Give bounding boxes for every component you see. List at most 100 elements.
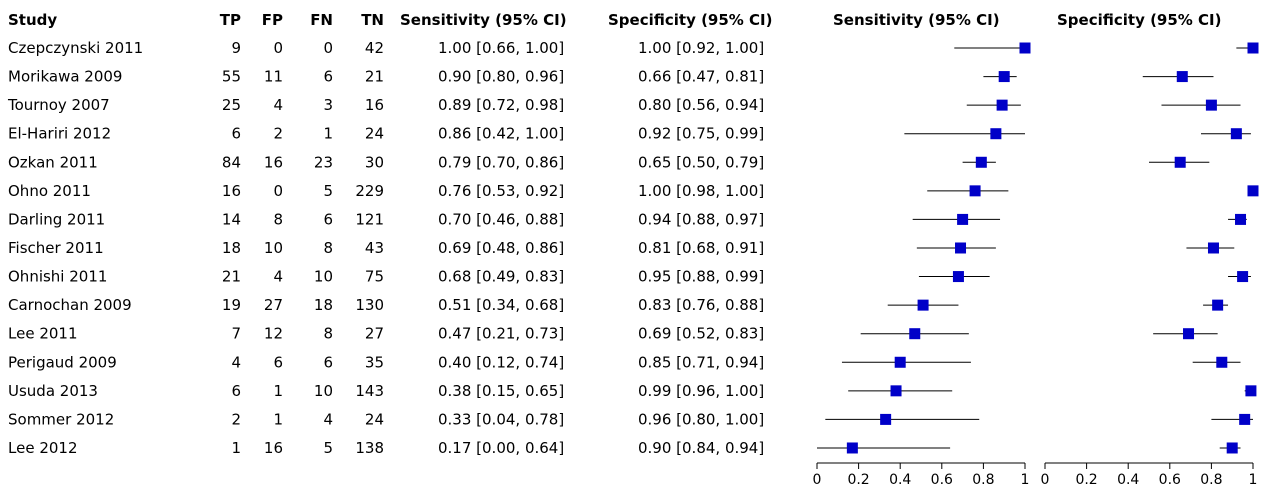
- specificity-ci: 0.96 [0.80, 1.00]: [638, 410, 764, 428]
- fp-value: 10: [264, 239, 283, 257]
- table-row: Fischer 2011 18 10 8 43 0.69 [0.48, 0.86] 0.81…: [8, 239, 764, 257]
- sensitivity-tick-label: 1: [1021, 472, 1030, 487]
- study-name: Fischer 2011: [8, 239, 104, 257]
- fn-value: 0: [323, 39, 333, 57]
- specificity-point-marker: [1183, 328, 1195, 340]
- specificity-ci: 0.99 [0.96, 1.00]: [638, 382, 764, 400]
- sensitivity-ci: 0.89 [0.72, 0.98]: [438, 96, 564, 114]
- tn-value: 27: [365, 325, 384, 343]
- header-tp: TP: [220, 11, 241, 29]
- study-name: Tournoy 2007: [7, 96, 110, 114]
- tn-value: 130: [355, 296, 384, 314]
- table-row: El-Hariri 2012 6 2 1 24 0.86 [0.42, 1.00] 0.92…: [8, 125, 764, 143]
- specificity-ci: 0.92 [0.75, 0.99]: [638, 125, 764, 143]
- tp-value: 1: [231, 439, 241, 457]
- fp-value: 1: [273, 410, 283, 428]
- specificity-tick-label: 1: [1249, 472, 1258, 487]
- tp-value: 14: [222, 210, 241, 228]
- specificity-ci: 0.90 [0.84, 0.94]: [638, 439, 764, 457]
- header-fp: FP: [262, 11, 283, 29]
- sensitivity-point-marker: [952, 271, 964, 283]
- specificity-ci: 0.66 [0.47, 0.81]: [638, 68, 764, 86]
- sensitivity-point-marker: [957, 213, 969, 225]
- table-row: Ohno 2011 16 0 5 229 0.76 [0.53, 0.92] 1.00 [0…: [8, 182, 764, 200]
- fn-value: 23: [314, 153, 333, 171]
- sensitivity-point-marker: [955, 242, 967, 254]
- table-body: Czepczynski 2011 9 0 0 42 1.00 [0.66, 1.00] 1.…: [7, 39, 764, 457]
- fp-value: 8: [273, 210, 283, 228]
- fp-value: 16: [264, 439, 283, 457]
- tn-value: 21: [365, 68, 384, 86]
- specificity-tick-label: 0: [1041, 472, 1050, 487]
- specificity-point-marker: [1205, 99, 1217, 111]
- specificity-tick-label: 0.8: [1200, 472, 1222, 487]
- specificity-ci: 0.81 [0.68, 0.91]: [638, 239, 764, 257]
- study-name: Carnochan 2009: [8, 296, 132, 314]
- table-row: Tournoy 2007 25 4 3 16 0.89 [0.72, 0.98] 0.80 …: [7, 96, 764, 114]
- table-row: Ozkan 2011 84 16 23 30 0.79 [0.70, 0.86] 0.65 …: [8, 153, 764, 171]
- tp-value: 9: [231, 39, 241, 57]
- tp-value: 2: [231, 410, 241, 428]
- fp-value: 4: [273, 96, 283, 114]
- fp-value: 12: [264, 325, 283, 343]
- study-name: Czepczynski 2011: [8, 39, 143, 57]
- tp-value: 6: [231, 125, 241, 143]
- table-row: Carnochan 2009 19 27 18 130 0.51 [0.34, 0.68]…: [8, 296, 764, 314]
- tn-value: 43: [365, 239, 384, 257]
- specificity-ci: 0.83 [0.76, 0.88]: [638, 296, 764, 314]
- specificity-point-marker: [1174, 156, 1186, 168]
- specificity-ci: 0.85 [0.71, 0.94]: [638, 353, 764, 371]
- tn-value: 75: [365, 268, 384, 286]
- sensitivity-point-marker: [894, 356, 906, 368]
- specificity-ci: 0.80 [0.56, 0.94]: [638, 96, 764, 114]
- table-row: Sommer 2012 2 1 4 24 0.33 [0.04, 0.78] 0.96 [0…: [8, 410, 764, 428]
- specificity-ci: 0.94 [0.88, 0.97]: [638, 210, 764, 228]
- sensitivity-ci: 1.00 [0.66, 1.00]: [438, 39, 564, 57]
- specificity-point-marker: [1247, 185, 1259, 197]
- table-row: Lee 2012 1 16 5 138 0.17 [0.00, 0.64] 0.90 [0.…: [8, 439, 764, 457]
- fp-value: 0: [273, 39, 283, 57]
- fp-value: 4: [273, 268, 283, 286]
- table-header: Study TP FP FN TN Sensitivity (95% CI) S…: [8, 11, 1222, 29]
- tp-value: 7: [231, 325, 241, 343]
- fp-value: 1: [273, 382, 283, 400]
- sensitivity-point-marker: [917, 299, 929, 311]
- tn-value: 42: [365, 39, 384, 57]
- plot-area: 0 0.2 0.4 0.6 0.8 1 0 0.2 0.4 0.6 0.8 1: [813, 42, 1259, 487]
- specificity-point-marker: [1235, 213, 1247, 225]
- sensitivity-ci: 0.90 [0.80, 0.96]: [438, 68, 564, 86]
- fp-value: 27: [264, 296, 283, 314]
- header-tn: TN: [361, 11, 384, 29]
- specificity-point-marker: [1176, 71, 1188, 83]
- sensitivity-point-marker: [1019, 42, 1031, 54]
- study-name: Morikawa 2009: [8, 68, 122, 86]
- specificity-point-marker: [1212, 299, 1224, 311]
- fn-value: 18: [314, 296, 333, 314]
- sensitivity-tick-label: 0: [813, 472, 822, 487]
- specificity-ci: 1.00 [0.98, 1.00]: [638, 182, 764, 200]
- tn-value: 138: [355, 439, 384, 457]
- study-name: Perigaud 2009: [8, 353, 117, 371]
- study-name: Sommer 2012: [8, 410, 114, 428]
- header-specificity-ci: Specificity (95% CI): [608, 11, 773, 29]
- fn-value: 5: [323, 439, 333, 457]
- fn-value: 10: [314, 382, 333, 400]
- study-name: Lee 2012: [8, 439, 78, 457]
- fn-value: 5: [323, 182, 333, 200]
- fn-value: 3: [323, 96, 333, 114]
- study-name: Ohno 2011: [8, 182, 91, 200]
- study-name: El-Hariri 2012: [8, 125, 111, 143]
- sensitivity-ci: 0.40 [0.12, 0.74]: [438, 353, 564, 371]
- tp-value: 6: [231, 382, 241, 400]
- table-row: Perigaud 2009 4 6 6 35 0.40 [0.12, 0.74] 0.85 …: [8, 353, 764, 371]
- table-row: Usuda 2013 6 1 10 143 0.38 [0.15, 0.65] 0.99 […: [8, 382, 764, 400]
- table-row: Morikawa 2009 55 11 6 21 0.90 [0.80, 0.96] 0.6…: [8, 68, 764, 86]
- specificity-ci: 0.95 [0.88, 0.99]: [638, 268, 764, 286]
- specificity-tick-label: 0.6: [1159, 472, 1181, 487]
- sensitivity-ci: 0.69 [0.48, 0.86]: [438, 239, 564, 257]
- fp-value: 0: [273, 182, 283, 200]
- study-name: Ohnishi 2011: [8, 268, 107, 286]
- tn-value: 229: [355, 182, 384, 200]
- tp-value: 4: [231, 353, 241, 371]
- specificity-point-marker: [1245, 385, 1257, 397]
